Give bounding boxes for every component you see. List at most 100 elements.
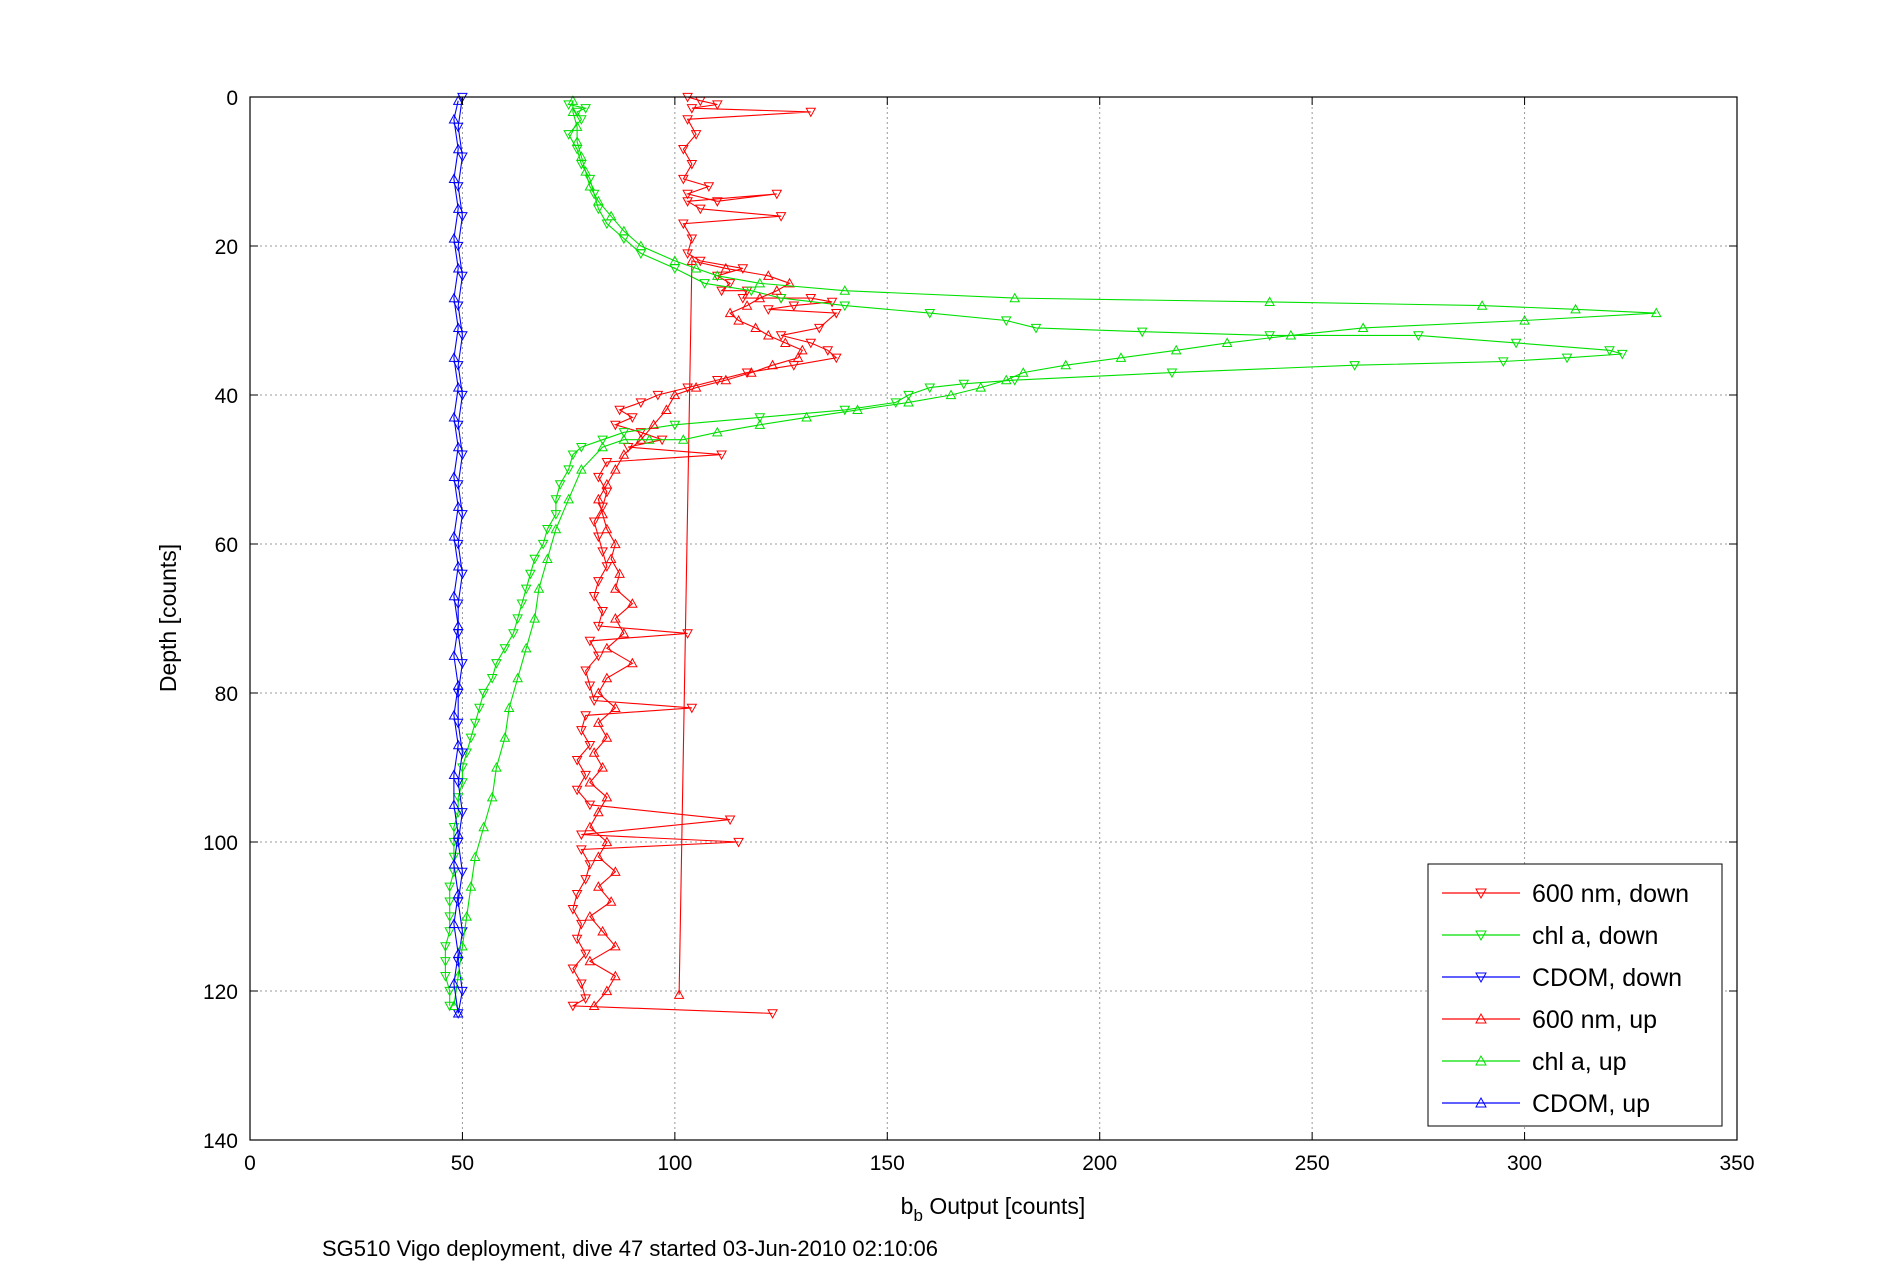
data-point	[754, 292, 766, 303]
legend-item-600-nm-down: 600 nm, down	[1442, 880, 1689, 908]
data-point	[652, 390, 664, 401]
data-point	[584, 821, 596, 832]
data-point	[537, 539, 549, 550]
data-point	[584, 681, 596, 692]
series-line	[453, 100, 1657, 1006]
x-tick-label: 300	[1507, 1152, 1542, 1175]
data-point	[678, 219, 689, 230]
data-point	[444, 897, 456, 908]
y-tick-label: 80	[215, 683, 238, 706]
data-point	[754, 419, 766, 429]
data-point	[593, 493, 604, 504]
data-point	[452, 970, 464, 981]
data-point	[627, 657, 638, 668]
data-point	[491, 659, 502, 669]
data-point	[542, 553, 553, 563]
data-point	[1413, 331, 1424, 341]
data-point	[614, 405, 625, 416]
data-point	[826, 297, 838, 308]
data-point	[448, 292, 460, 303]
data-point	[627, 598, 638, 608]
data-point	[499, 644, 511, 654]
data-point	[694, 204, 706, 215]
data-point	[567, 1001, 579, 1012]
data-point	[1604, 346, 1615, 356]
series-chl-a-up	[448, 95, 1662, 1010]
data-point	[593, 687, 604, 698]
data-point	[448, 233, 460, 243]
data-point	[610, 970, 621, 981]
legend-label: chl a, up	[1532, 1048, 1627, 1076]
data-point	[550, 510, 562, 520]
data-point	[1170, 344, 1182, 355]
data-point	[448, 173, 460, 184]
data-point	[597, 435, 608, 446]
data-point	[605, 553, 617, 563]
data-point	[593, 806, 604, 817]
data-point	[805, 107, 817, 118]
data-point	[784, 277, 795, 288]
legend-label: 600 nm, up	[1532, 1006, 1657, 1034]
data-point	[457, 659, 468, 669]
y-tick-label: 60	[215, 534, 238, 557]
data-point	[525, 569, 536, 580]
data-point	[924, 308, 936, 319]
data-point	[673, 989, 685, 999]
data-point	[699, 279, 710, 289]
data-point	[478, 688, 490, 699]
data-point	[601, 457, 613, 468]
data-point	[584, 910, 596, 921]
x-tick-label: 350	[1719, 1152, 1754, 1175]
data-point	[576, 443, 587, 453]
data-point	[571, 121, 583, 131]
x-tick-label: 50	[451, 1152, 474, 1175]
data-point	[661, 404, 672, 414]
data-point	[1349, 361, 1360, 371]
data-point	[584, 800, 596, 811]
data-point	[741, 300, 753, 310]
data-point	[584, 860, 596, 870]
data-point	[452, 620, 464, 631]
data-point	[452, 382, 464, 392]
data-point	[945, 389, 957, 400]
data-point	[576, 979, 587, 990]
data-point	[533, 583, 545, 593]
x-tick-label: 0	[244, 1152, 256, 1175]
data-point	[448, 918, 460, 929]
x-axis-label: bb Output [counts]	[901, 1193, 1086, 1225]
data-point	[580, 875, 591, 885]
data-point	[750, 322, 761, 333]
data-point	[924, 383, 936, 394]
data-point	[529, 554, 541, 565]
data-point	[448, 709, 460, 720]
data-point	[448, 978, 460, 988]
data-point	[584, 636, 596, 647]
data-point	[588, 592, 600, 602]
data-point	[703, 182, 715, 192]
data-point	[627, 413, 638, 423]
data-point	[762, 270, 774, 280]
data-point	[605, 210, 617, 221]
data-point	[571, 934, 583, 945]
data-point	[563, 493, 574, 504]
data-point	[516, 599, 528, 610]
data-point	[448, 823, 460, 833]
data-point	[771, 189, 783, 200]
data-point	[618, 225, 630, 236]
data-point	[576, 845, 587, 855]
data-point	[465, 881, 477, 891]
data-point	[745, 286, 757, 297]
data-point	[593, 577, 604, 587]
data-point	[469, 851, 481, 861]
data-point	[754, 413, 766, 423]
data-point	[1009, 292, 1021, 303]
data-point	[593, 532, 604, 543]
x-axis-label-subscript: b	[913, 1206, 922, 1225]
data-point	[448, 590, 460, 601]
data-point	[852, 404, 863, 414]
data-point	[593, 717, 604, 727]
x-tick-label: 250	[1295, 1152, 1330, 1175]
data-point	[678, 434, 689, 444]
data-point	[567, 450, 579, 461]
y-tick-label: 120	[203, 981, 238, 1004]
